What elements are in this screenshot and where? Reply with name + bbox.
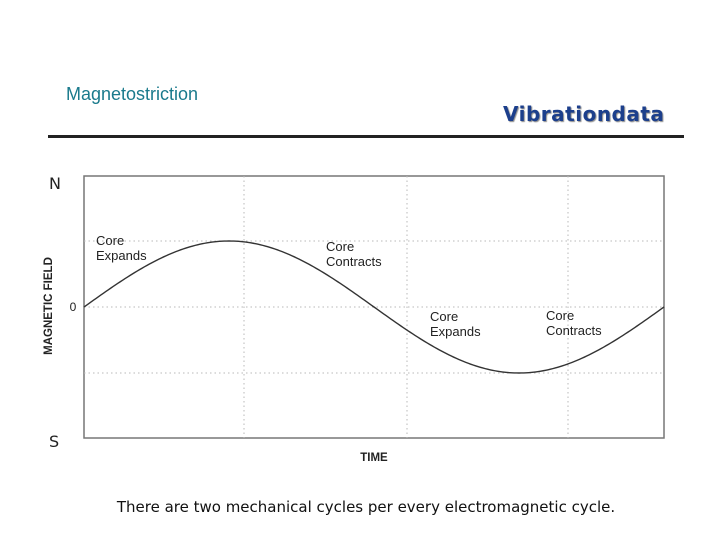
diagram-title: Magnetostriction	[66, 84, 199, 104]
annotation-core-contracts-1-line2: Contracts	[326, 254, 382, 269]
annotation-core-contracts-1-line1: Core	[326, 239, 354, 254]
annotation-core-expands-2-line2: Expands	[430, 324, 481, 339]
annotation-core-contracts-2-line1: Core	[546, 308, 574, 323]
annotation-core-expands-1-line1: Core	[96, 233, 124, 248]
north-pole-label: N	[49, 174, 61, 193]
magnetic-field-curve	[83, 240, 665, 374]
y-axis-label: MAGNETIC FIELD	[43, 257, 55, 355]
zero-tick-label: 0	[70, 300, 77, 314]
brand-logo: Vibrationdata	[503, 102, 665, 126]
annotation-core-expands-1-line2: Expands	[96, 248, 147, 263]
south-pole-label: S	[49, 432, 60, 451]
header-divider	[48, 135, 684, 138]
x-axis-label: TIME	[360, 452, 388, 464]
annotation-core-expands-2-line1: Core	[430, 309, 458, 324]
annotation-core-contracts-2-line2: Contracts	[546, 323, 602, 338]
plot-grid	[84, 176, 664, 438]
caption: There are two mechanical cycles per ever…	[116, 498, 616, 516]
